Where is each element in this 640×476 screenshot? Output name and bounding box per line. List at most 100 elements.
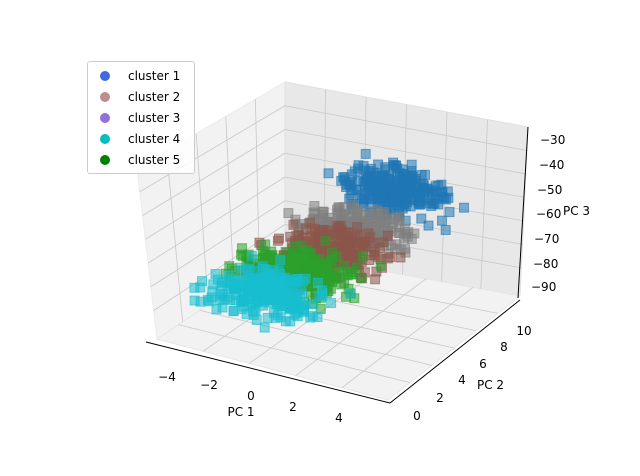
scatter-point	[342, 241, 353, 252]
scatter-point	[210, 269, 221, 279]
scatter-point	[292, 311, 303, 322]
scatter-point	[409, 228, 420, 239]
cluster-1-marker-icon	[100, 71, 110, 81]
gridline	[139, 105, 286, 193]
scatter-point	[391, 239, 402, 250]
scatter-point	[255, 276, 266, 287]
scatter-point	[279, 275, 290, 285]
scatter-point	[285, 294, 296, 305]
scatter-point	[202, 294, 213, 305]
legend-label: cluster 2	[128, 90, 181, 104]
scatter-point	[257, 246, 268, 257]
y-tick: 8	[500, 340, 508, 354]
scatter-point	[399, 224, 410, 235]
scatter-point	[416, 213, 427, 224]
z-tick: −80	[533, 257, 558, 271]
scatter-point	[358, 251, 369, 262]
scatter-point	[296, 240, 307, 251]
x-tick: −2	[200, 378, 218, 392]
scatter-point	[274, 233, 284, 244]
scatter-point	[375, 180, 386, 191]
scatter-point	[275, 255, 286, 266]
scatter-point	[368, 194, 379, 205]
scatter-point	[326, 298, 337, 308]
y-tick-labels: 0 2 4 6 8 10 PC 2	[413, 324, 531, 423]
gridline	[150, 200, 286, 288]
scatter-point	[367, 170, 378, 181]
cluster-2-marker-icon	[100, 92, 110, 102]
z-tick: −50	[537, 183, 562, 197]
scatter-point	[317, 209, 328, 220]
scatter-point	[405, 201, 416, 212]
scatter-point	[299, 252, 310, 263]
scatter-point	[423, 220, 434, 231]
scatter-point	[393, 215, 404, 226]
scatter-point	[440, 225, 451, 235]
scatter-point	[223, 270, 234, 281]
y-tick: 10	[516, 324, 531, 338]
legend-label: cluster 5	[128, 153, 181, 167]
scatter-point	[420, 169, 430, 180]
scatter-point	[364, 206, 375, 217]
legend-item-cluster-3: cluster 3	[88, 108, 180, 128]
legend: cluster 1 cluster 2 cluster 3 cluster 4 …	[87, 61, 195, 174]
y-tick: 6	[479, 357, 487, 371]
scatter-point	[387, 191, 398, 201]
scatter-point	[293, 229, 304, 240]
scatter-point	[345, 288, 356, 299]
scatter-point	[317, 225, 328, 236]
scatter-point	[308, 299, 319, 310]
scatter-point	[363, 228, 374, 239]
legend-item-cluster-4: cluster 4	[88, 129, 180, 149]
scatter-point	[208, 279, 219, 290]
scatter-point	[382, 253, 393, 264]
z-tick-labels: −30 −40 −50 −60 −70 −80 −90 PC 3	[531, 133, 590, 294]
x-tick: 0	[247, 389, 255, 403]
x-tick: 4	[335, 411, 343, 425]
scatter-point	[283, 208, 294, 219]
scatter-point	[247, 298, 257, 309]
scatter-point	[360, 148, 371, 159]
scatter-point	[216, 291, 227, 302]
scatter-point	[246, 250, 257, 261]
scatter-point	[437, 215, 447, 226]
scatter-point	[224, 261, 235, 272]
scatter-point	[268, 265, 278, 276]
scatter-points	[189, 148, 469, 333]
x-tick: −4	[158, 370, 176, 384]
scatter-point	[360, 185, 371, 195]
scatter-point	[326, 255, 337, 265]
scatter-point	[317, 290, 328, 301]
scatter-point	[236, 294, 247, 305]
scatter-point	[351, 262, 362, 273]
cluster-3-marker-icon	[100, 113, 110, 123]
scatter-point	[352, 222, 363, 233]
legend-label: cluster 4	[128, 132, 181, 146]
scatter-point	[406, 159, 417, 170]
z-axis-label: PC 3	[563, 204, 590, 218]
scatter-point	[259, 290, 270, 301]
scatter-point	[189, 282, 200, 293]
scatter-point	[380, 164, 391, 175]
scatter-point	[324, 269, 335, 280]
scatter-point	[277, 294, 288, 305]
scatter-point	[416, 191, 426, 202]
x-tick: 2	[289, 400, 297, 414]
scatter-point	[383, 174, 394, 185]
scatter-point	[305, 312, 316, 323]
scatter-point	[333, 202, 344, 213]
scatter-point	[293, 263, 304, 274]
scatter-point	[356, 273, 367, 284]
scatter-point	[285, 316, 296, 327]
scatter-point	[441, 194, 452, 205]
scatter-point	[320, 235, 331, 246]
scatter-point	[189, 295, 200, 306]
scatter-point	[415, 178, 426, 189]
scatter-point	[444, 207, 455, 218]
scatter-point	[404, 185, 415, 196]
z-tick: −30	[540, 133, 565, 147]
scatter-point	[399, 233, 410, 244]
scatter-point	[376, 219, 386, 230]
gridline	[284, 105, 527, 151]
